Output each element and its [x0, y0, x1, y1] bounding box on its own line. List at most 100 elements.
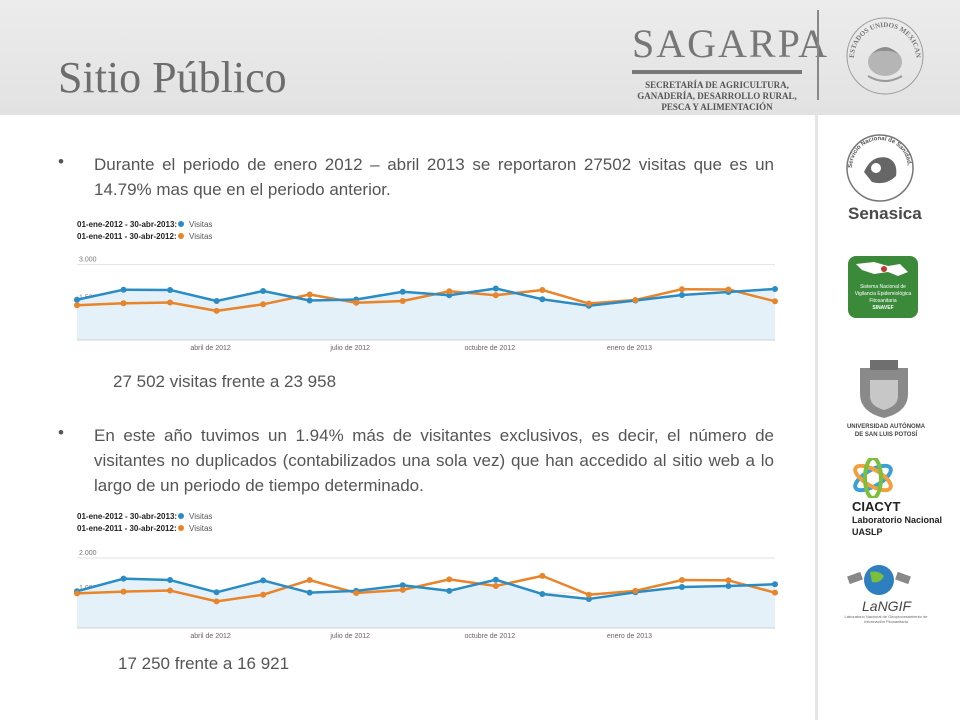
sinavef-line: Fitosanitaria [869, 298, 897, 304]
data-point [74, 296, 80, 303]
bullet-dot: • [58, 423, 64, 442]
data-point [678, 291, 685, 298]
data-point [772, 581, 778, 588]
data-point [585, 591, 592, 598]
unique-visitors-line-chart: 01-ene-2012 - 30-abr-2013: Visitas 01-ene-… [74, 512, 778, 640]
sagarpa-subtitle-line: SECRETARÍA DE AGRICULTURA, [645, 80, 789, 90]
langif-label: LaNGIF [862, 598, 912, 614]
data-point [306, 577, 313, 584]
x-tick-label: enero de 2013 [607, 633, 652, 640]
langif-globe-icon [847, 565, 911, 595]
legend-swatch [178, 513, 184, 519]
sagarpa-name: SAGARPA [632, 21, 830, 66]
data-point [260, 591, 267, 598]
data-point [492, 576, 499, 583]
header [0, 0, 960, 115]
legend-swatch [178, 221, 184, 227]
y-tick-label: 3.000 [79, 257, 97, 264]
sinavef-line: Vigilancia Epidemiológica [854, 291, 912, 297]
data-point [446, 576, 453, 583]
sinavef-line: Sistema Nacional de [860, 284, 906, 290]
data-point [539, 591, 546, 598]
ciacyt-line: Laboratorio Nacional [852, 515, 943, 525]
data-point [772, 298, 778, 305]
header-divider [817, 10, 819, 100]
data-point [306, 291, 313, 298]
x-tick-label: octubre de 2012 [464, 633, 515, 640]
langif-subtitle: Laboratorio Nacional de Geoprocesamiento… [844, 614, 928, 624]
data-point [725, 583, 732, 589]
data-point [725, 577, 732, 584]
data-point [725, 286, 732, 293]
data-point [74, 302, 80, 309]
data-point [167, 286, 174, 293]
data-point [772, 589, 778, 596]
senasica-label: Senasica [848, 204, 922, 223]
data-point [399, 586, 406, 593]
legend-label: Visitas [189, 232, 212, 241]
data-point [678, 286, 685, 293]
visits-summary: 27 502 visitas frente a 23 958 [113, 372, 337, 391]
logo-sidebar [815, 115, 960, 720]
x-tick-label: julio de 2012 [329, 345, 370, 352]
legend-swatch [178, 233, 184, 239]
uaslp-line: DE SAN LUIS POTOSÍ [854, 432, 918, 438]
sagarpa-rule [632, 70, 802, 74]
visits-line-chart: 01-ene-2012 - 30-abr-2013: Visitas 01-ene-… [74, 220, 778, 352]
chart-panel-unique-visitors: 01-ene-2012 - 30-abr-2013: Visitas 01-ene-… [73, 508, 781, 642]
data-point [353, 590, 360, 596]
data-point [632, 297, 639, 304]
legend-swatch [178, 525, 184, 531]
sagarpa-subtitle-line: GANADERÍA, DESARROLLO RURAL, [637, 91, 797, 101]
data-point [585, 595, 592, 602]
data-point [492, 292, 499, 299]
x-tick-label: abril de 2012 [190, 633, 231, 640]
legend-label: Visitas [189, 220, 212, 229]
data-point [167, 587, 174, 594]
sinavef-text: Sistema Nacional de Vigilancia Epidemiol… [850, 284, 916, 312]
x-tick-label: enero de 2013 [607, 345, 652, 352]
ciacyt-atom-icon [853, 458, 893, 498]
x-tick-label: octubre de 2012 [464, 345, 515, 352]
data-point [632, 587, 639, 594]
page-title: Sitio Público [58, 53, 287, 102]
series-line [76, 577, 776, 601]
x-tick-label: abril de 2012 [190, 345, 231, 352]
data-point [353, 299, 360, 306]
paragraph-unique-visitors: En este año tuvimos un 1.94% más de visi… [94, 426, 774, 495]
sagarpa-subtitle-line: PESCA Y ALIMENTACIÓN [661, 102, 773, 112]
paragraph-visits: Durante el periodo de enero 2012 – abril… [94, 155, 774, 199]
ciacyt-line: UASLP [852, 527, 883, 537]
data-point [539, 572, 546, 579]
series-line [76, 287, 776, 308]
data-point [306, 589, 313, 596]
national-seal-icon: ESTADOS UNIDOS MEXICANOS [842, 10, 924, 95]
series-area [77, 578, 775, 628]
data-point [585, 300, 592, 307]
data-point [492, 583, 499, 589]
data-point [399, 298, 406, 305]
data-point [306, 297, 313, 304]
ciacyt-text: CIACYT Laboratorio Nacional UASLP [852, 500, 942, 538]
data-point [167, 299, 174, 306]
x-tick-label: julio de 2012 [329, 633, 370, 640]
uaslp-crest-icon [860, 360, 908, 418]
sinavef-logo: Sistema Nacional de Vigilancia Epidemiol… [848, 256, 918, 318]
data-point [120, 588, 127, 595]
legend-label: Visitas [189, 524, 212, 533]
data-point [120, 575, 127, 582]
data-point [678, 584, 685, 591]
legend-period-label: 01-ene-2011 - 30-abr-2012: [77, 232, 177, 241]
data-point [492, 285, 499, 292]
data-point [539, 296, 546, 303]
data-point [678, 577, 685, 584]
data-point [399, 288, 406, 295]
series-area [77, 288, 775, 340]
unique-visitors-summary: 17 250 frente a 16 921 [118, 654, 290, 673]
data-point [260, 287, 267, 294]
y-tick-label: 2.000 [79, 550, 97, 557]
data-point [446, 288, 453, 295]
sagarpa-subtitle: SECRETARÍA DE AGRICULTURA, GANADERÍA, DE… [632, 80, 802, 113]
data-point [260, 301, 267, 308]
senasica-emblem-icon: Servicio Nacional de Sanidad, Inocuidad … [842, 128, 914, 202]
